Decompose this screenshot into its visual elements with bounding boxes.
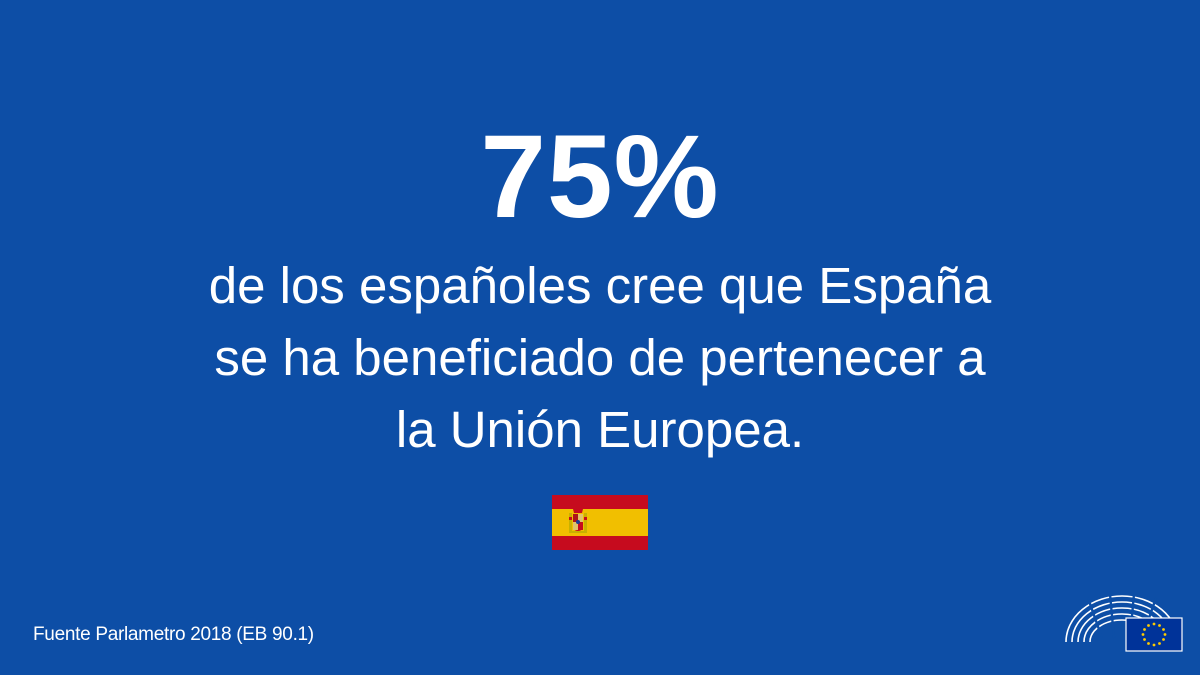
coat-of-arms-icon [569, 509, 587, 533]
european-parliament-logo-icon [1065, 593, 1183, 652]
statement-line-2: se ha beneficiado de pertenecer a [214, 329, 986, 386]
headline-statement: de los españoles cree que España se ha b… [100, 250, 1100, 466]
statement-line-3: la Unión Europea. [395, 401, 805, 458]
source-note: Fuente Parlametro 2018 (EB 90.1) [33, 624, 314, 645]
headline-percentage: 75% [480, 111, 720, 243]
spain-flag-icon [552, 495, 648, 550]
statement-line-1: de los españoles cree que España [208, 257, 992, 314]
